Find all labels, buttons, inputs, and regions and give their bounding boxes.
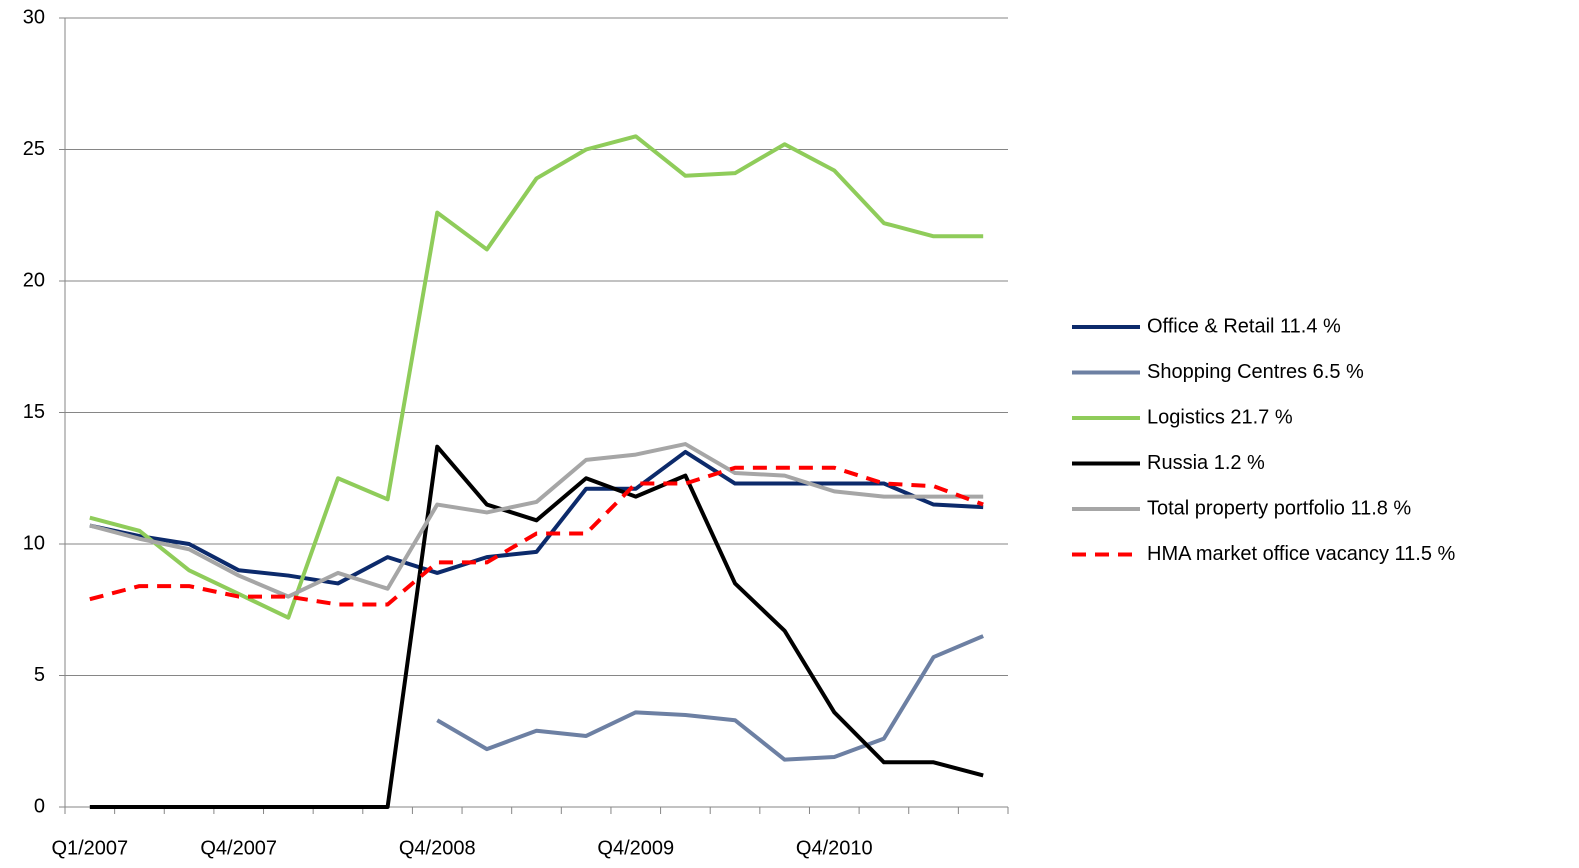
series-line — [89, 449, 984, 586]
legend-label: Russia 1.2 % — [1147, 452, 1265, 474]
x-tick-label: Q1/2007 — [51, 837, 128, 859]
series-line — [89, 444, 984, 809]
x-tick-label: Q4/2008 — [399, 837, 476, 859]
y-tick-label: 5 — [34, 664, 45, 686]
legend-label: Office & Retail 11.4 % — [1147, 315, 1341, 337]
y-tick-label: 20 — [23, 269, 45, 291]
x-tick-label: Q4/2007 — [200, 837, 277, 859]
y-tick-label: 15 — [23, 401, 45, 423]
x-tick-label: Q4/2009 — [597, 837, 674, 859]
series-line — [89, 442, 984, 599]
y-tick-label: 10 — [23, 532, 45, 554]
y-tick-label: 25 — [23, 138, 45, 160]
series-line — [436, 634, 984, 762]
legend-label: HMA market office vacancy 11.5 % — [1147, 543, 1455, 565]
x-tick-label: Q4/2010 — [796, 837, 873, 859]
series-line — [89, 465, 984, 607]
series-line — [89, 134, 984, 620]
legend-label: Total property portfolio 11.8 % — [1147, 497, 1411, 519]
legend-label: Logistics 21.7 % — [1147, 406, 1293, 428]
y-tick-label: 30 — [23, 6, 45, 28]
legend-label: Shopping Centres 6.5 % — [1147, 361, 1364, 383]
y-tick-label: 0 — [34, 795, 45, 817]
